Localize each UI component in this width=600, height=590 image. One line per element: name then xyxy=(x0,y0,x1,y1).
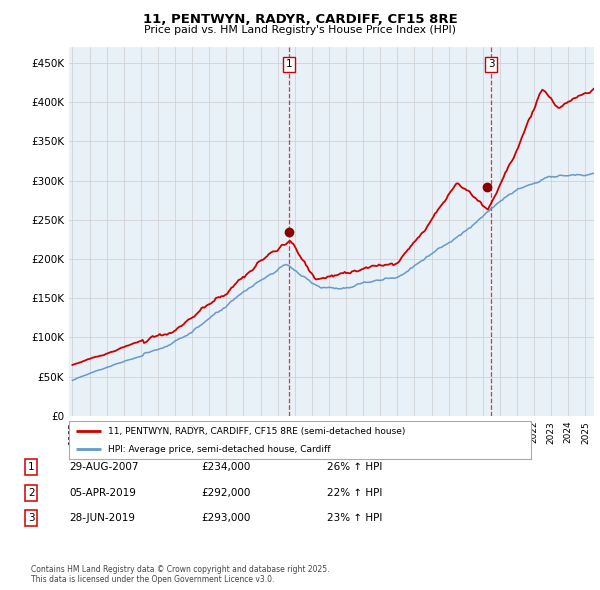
Text: Contains HM Land Registry data © Crown copyright and database right 2025.
This d: Contains HM Land Registry data © Crown c… xyxy=(31,565,330,584)
Text: 11, PENTWYN, RADYR, CARDIFF, CF15 8RE: 11, PENTWYN, RADYR, CARDIFF, CF15 8RE xyxy=(143,13,457,26)
Text: £293,000: £293,000 xyxy=(201,513,250,523)
Text: 05-APR-2019: 05-APR-2019 xyxy=(69,488,136,497)
Text: Price paid vs. HM Land Registry's House Price Index (HPI): Price paid vs. HM Land Registry's House … xyxy=(144,25,456,35)
Text: 22% ↑ HPI: 22% ↑ HPI xyxy=(327,488,382,497)
Text: HPI: Average price, semi-detached house, Cardiff: HPI: Average price, semi-detached house,… xyxy=(108,445,331,454)
Text: 1: 1 xyxy=(286,60,292,70)
Text: 23% ↑ HPI: 23% ↑ HPI xyxy=(327,513,382,523)
Text: £292,000: £292,000 xyxy=(201,488,250,497)
Text: 26% ↑ HPI: 26% ↑ HPI xyxy=(327,463,382,472)
Text: 2: 2 xyxy=(28,488,35,497)
Text: 11, PENTWYN, RADYR, CARDIFF, CF15 8RE (semi-detached house): 11, PENTWYN, RADYR, CARDIFF, CF15 8RE (s… xyxy=(108,427,406,435)
Text: 28-JUN-2019: 28-JUN-2019 xyxy=(69,513,135,523)
Text: 29-AUG-2007: 29-AUG-2007 xyxy=(69,463,139,472)
Text: 3: 3 xyxy=(28,513,35,523)
Text: 3: 3 xyxy=(488,60,494,70)
Text: £234,000: £234,000 xyxy=(201,463,250,472)
Text: 1: 1 xyxy=(28,463,35,472)
